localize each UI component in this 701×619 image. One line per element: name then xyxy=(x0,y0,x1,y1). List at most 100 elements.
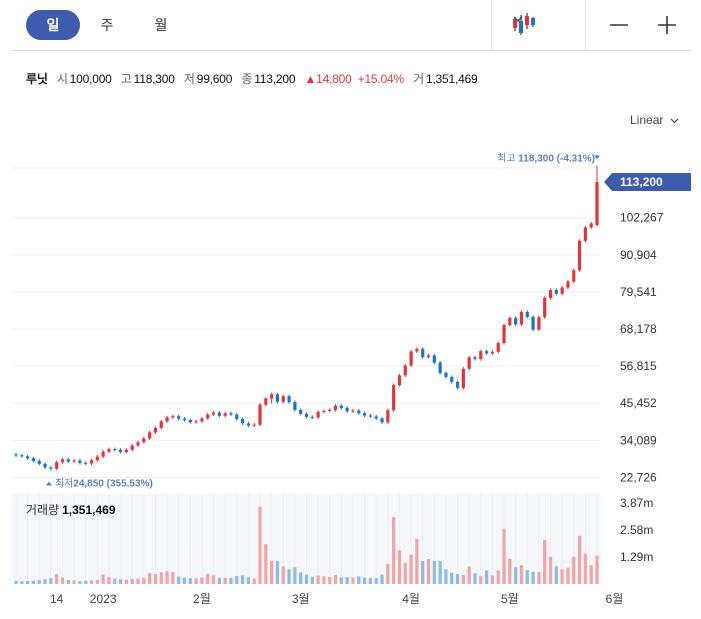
candle-body xyxy=(554,290,558,294)
candlestick-icon xyxy=(513,13,535,35)
candle-body xyxy=(589,223,593,228)
volume-bar xyxy=(345,577,349,584)
candle-body xyxy=(345,407,349,412)
volume-bar xyxy=(444,569,448,584)
price-tick-label: 22,726 xyxy=(620,470,657,484)
tab-day[interactable]: 일 xyxy=(26,10,80,40)
volume-bar xyxy=(583,553,587,584)
candle-body xyxy=(572,270,576,282)
candle-body xyxy=(583,227,587,241)
candle-body xyxy=(299,409,303,414)
volume-bar xyxy=(177,576,181,584)
candle-body xyxy=(374,416,378,419)
volume-panel-label: 거래량 1,351,469 xyxy=(26,501,116,518)
volume-bar xyxy=(543,540,547,584)
volume-bar xyxy=(322,576,326,584)
candle-body xyxy=(153,427,158,433)
volume-bar xyxy=(223,577,227,584)
volume-tick-label: 3.87m xyxy=(620,496,653,510)
volume-bar xyxy=(566,567,570,584)
volume-bar xyxy=(275,560,280,584)
period-tabs: 일 주 월 xyxy=(26,10,188,40)
candle-body xyxy=(333,405,338,410)
candle-body xyxy=(508,317,512,326)
high-marker-arrow xyxy=(594,155,600,160)
volume-bar xyxy=(229,577,233,584)
candle-body xyxy=(531,316,535,330)
price-tick-label: 34,089 xyxy=(620,433,657,447)
candle-body xyxy=(496,343,500,352)
volume-bar xyxy=(531,571,535,584)
candle-body xyxy=(392,385,396,411)
candle-body xyxy=(31,458,36,461)
chart-type-selector[interactable] xyxy=(491,0,586,50)
volume-bar xyxy=(502,528,506,584)
tab-month[interactable]: 월 xyxy=(154,17,168,33)
volume-bar xyxy=(450,572,454,584)
x-tick-label: 3월 xyxy=(292,592,310,606)
candle-body xyxy=(293,402,297,410)
volume-bar xyxy=(490,575,495,584)
volume-bar xyxy=(95,579,99,584)
volume-bar xyxy=(548,556,553,584)
candle-body xyxy=(310,416,314,418)
tab-week[interactable]: 주 xyxy=(100,17,114,33)
volume-bar xyxy=(403,563,407,584)
candle-body xyxy=(450,376,454,382)
current-price-tag xyxy=(604,173,691,192)
volume-bar xyxy=(467,566,471,584)
volume-bar xyxy=(455,573,460,584)
volume-bar xyxy=(200,577,204,584)
volume-bar xyxy=(473,573,477,584)
volume-bar xyxy=(397,550,402,584)
open-label: 시 xyxy=(56,72,68,86)
candle-body xyxy=(142,438,146,443)
candle-body xyxy=(20,455,24,457)
volume-bar xyxy=(113,578,117,584)
volume-bar xyxy=(299,572,303,584)
candle-body xyxy=(351,410,355,412)
volume-bar xyxy=(171,572,175,584)
candle-body xyxy=(26,456,30,459)
low-value: 99,600 xyxy=(196,72,233,86)
volume-bar xyxy=(37,580,41,584)
candle-body xyxy=(258,404,262,425)
volume-label: 거 xyxy=(413,72,424,86)
scale-selector[interactable]: Linear xyxy=(630,113,680,127)
open-value: 100,000 xyxy=(69,72,112,86)
candle-body xyxy=(438,362,442,374)
volume-bar xyxy=(368,578,373,584)
volume-bar xyxy=(508,558,512,584)
volume-bar xyxy=(20,581,24,584)
candle-body xyxy=(211,412,216,415)
volume-tick-label: 1.29m xyxy=(620,550,653,564)
price-tick-label: 102,267 xyxy=(620,211,664,225)
candle-body xyxy=(235,414,239,420)
candle-body xyxy=(287,396,291,403)
candle-body xyxy=(409,351,413,366)
plus-icon[interactable] xyxy=(656,14,678,36)
close-value: 113,200 xyxy=(254,72,296,86)
candle-body xyxy=(363,413,367,416)
candle-body xyxy=(461,368,465,388)
volume-bar xyxy=(258,506,262,584)
scale-label: Linear xyxy=(630,113,664,127)
candle-body xyxy=(171,416,175,418)
chart-toolbar: 일 주 월 xyxy=(12,0,691,51)
volume-bar xyxy=(246,577,250,584)
price-tick-label: 68,178 xyxy=(620,322,657,336)
candle-body xyxy=(328,409,332,411)
candle-body xyxy=(217,412,221,416)
candle-body xyxy=(357,410,361,414)
candle-body xyxy=(240,419,245,424)
candle-body xyxy=(415,348,419,352)
volume-bar xyxy=(252,578,256,584)
volume-bar xyxy=(107,576,111,584)
volume-bar xyxy=(211,575,216,584)
volume-bar xyxy=(72,580,76,584)
minus-icon[interactable] xyxy=(608,14,630,36)
volume-bar xyxy=(43,579,47,584)
volume-bar xyxy=(235,576,239,584)
volume-bar xyxy=(31,580,36,584)
